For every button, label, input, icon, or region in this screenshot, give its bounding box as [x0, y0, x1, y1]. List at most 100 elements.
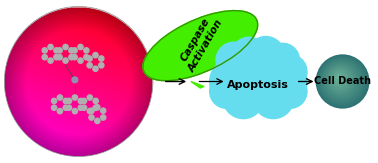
Ellipse shape: [326, 65, 356, 95]
Ellipse shape: [72, 48, 77, 53]
Polygon shape: [191, 82, 204, 88]
Ellipse shape: [322, 61, 361, 100]
Ellipse shape: [338, 76, 340, 79]
Ellipse shape: [228, 48, 288, 109]
Ellipse shape: [318, 57, 367, 106]
Ellipse shape: [324, 63, 358, 97]
Ellipse shape: [57, 48, 62, 53]
Ellipse shape: [93, 98, 98, 104]
Ellipse shape: [87, 63, 92, 68]
Ellipse shape: [78, 105, 83, 110]
Ellipse shape: [87, 109, 93, 114]
Ellipse shape: [81, 105, 87, 110]
Ellipse shape: [63, 58, 68, 63]
Ellipse shape: [78, 58, 83, 63]
Ellipse shape: [101, 115, 106, 120]
Ellipse shape: [48, 44, 53, 50]
Ellipse shape: [321, 59, 363, 102]
Ellipse shape: [63, 98, 68, 104]
Ellipse shape: [266, 43, 299, 77]
Text: Caspase
Activation: Caspase Activation: [176, 11, 225, 74]
Ellipse shape: [81, 98, 87, 104]
Ellipse shape: [328, 67, 352, 91]
Ellipse shape: [330, 69, 350, 89]
Ellipse shape: [253, 77, 294, 119]
Ellipse shape: [101, 108, 106, 113]
Ellipse shape: [93, 66, 98, 71]
Ellipse shape: [318, 56, 367, 106]
Ellipse shape: [48, 58, 53, 63]
Ellipse shape: [333, 71, 347, 86]
Ellipse shape: [337, 76, 341, 80]
Ellipse shape: [210, 74, 243, 108]
Ellipse shape: [54, 55, 59, 60]
Ellipse shape: [78, 44, 83, 50]
Ellipse shape: [273, 74, 307, 108]
Ellipse shape: [327, 66, 354, 93]
Ellipse shape: [84, 55, 89, 60]
Ellipse shape: [99, 56, 104, 61]
Ellipse shape: [72, 95, 77, 100]
Ellipse shape: [216, 42, 252, 78]
Ellipse shape: [321, 60, 362, 101]
Ellipse shape: [57, 95, 62, 100]
Ellipse shape: [330, 68, 351, 90]
Ellipse shape: [335, 74, 343, 82]
Ellipse shape: [87, 95, 93, 100]
Ellipse shape: [69, 55, 74, 60]
Ellipse shape: [63, 44, 68, 50]
Ellipse shape: [63, 105, 68, 110]
Ellipse shape: [338, 77, 339, 78]
Ellipse shape: [319, 58, 365, 104]
Ellipse shape: [95, 105, 100, 110]
Ellipse shape: [324, 62, 359, 98]
Ellipse shape: [247, 37, 285, 74]
Ellipse shape: [322, 61, 361, 100]
Ellipse shape: [54, 48, 59, 53]
Ellipse shape: [231, 37, 267, 74]
Ellipse shape: [325, 63, 358, 96]
Text: Apoptosis: Apoptosis: [228, 80, 289, 90]
Ellipse shape: [334, 73, 345, 84]
Ellipse shape: [336, 75, 342, 81]
Ellipse shape: [332, 71, 348, 87]
Ellipse shape: [332, 70, 349, 87]
Ellipse shape: [320, 59, 364, 103]
Ellipse shape: [99, 63, 104, 68]
Ellipse shape: [89, 115, 94, 120]
Ellipse shape: [93, 52, 98, 58]
Ellipse shape: [273, 55, 307, 89]
Ellipse shape: [78, 98, 83, 104]
Ellipse shape: [317, 56, 368, 107]
Ellipse shape: [326, 65, 355, 94]
Text: Cell Death: Cell Death: [314, 76, 371, 87]
Ellipse shape: [95, 118, 100, 124]
Ellipse shape: [143, 11, 258, 81]
Ellipse shape: [316, 55, 369, 108]
Ellipse shape: [57, 55, 62, 60]
Ellipse shape: [42, 55, 47, 60]
Ellipse shape: [57, 109, 62, 114]
Ellipse shape: [335, 74, 344, 83]
Ellipse shape: [331, 70, 349, 88]
Ellipse shape: [327, 66, 355, 94]
Ellipse shape: [67, 105, 72, 110]
Ellipse shape: [51, 105, 57, 110]
Ellipse shape: [89, 108, 94, 113]
Ellipse shape: [329, 68, 352, 90]
Ellipse shape: [323, 62, 360, 99]
Ellipse shape: [72, 109, 77, 114]
Ellipse shape: [333, 72, 346, 85]
Ellipse shape: [210, 59, 255, 104]
Ellipse shape: [325, 64, 357, 96]
Ellipse shape: [336, 75, 342, 81]
Ellipse shape: [262, 59, 307, 104]
Ellipse shape: [51, 98, 57, 104]
Ellipse shape: [72, 55, 77, 60]
Ellipse shape: [67, 98, 72, 104]
Ellipse shape: [328, 67, 353, 92]
Ellipse shape: [320, 58, 364, 103]
Ellipse shape: [69, 48, 74, 53]
Ellipse shape: [87, 56, 92, 61]
Ellipse shape: [72, 77, 78, 83]
